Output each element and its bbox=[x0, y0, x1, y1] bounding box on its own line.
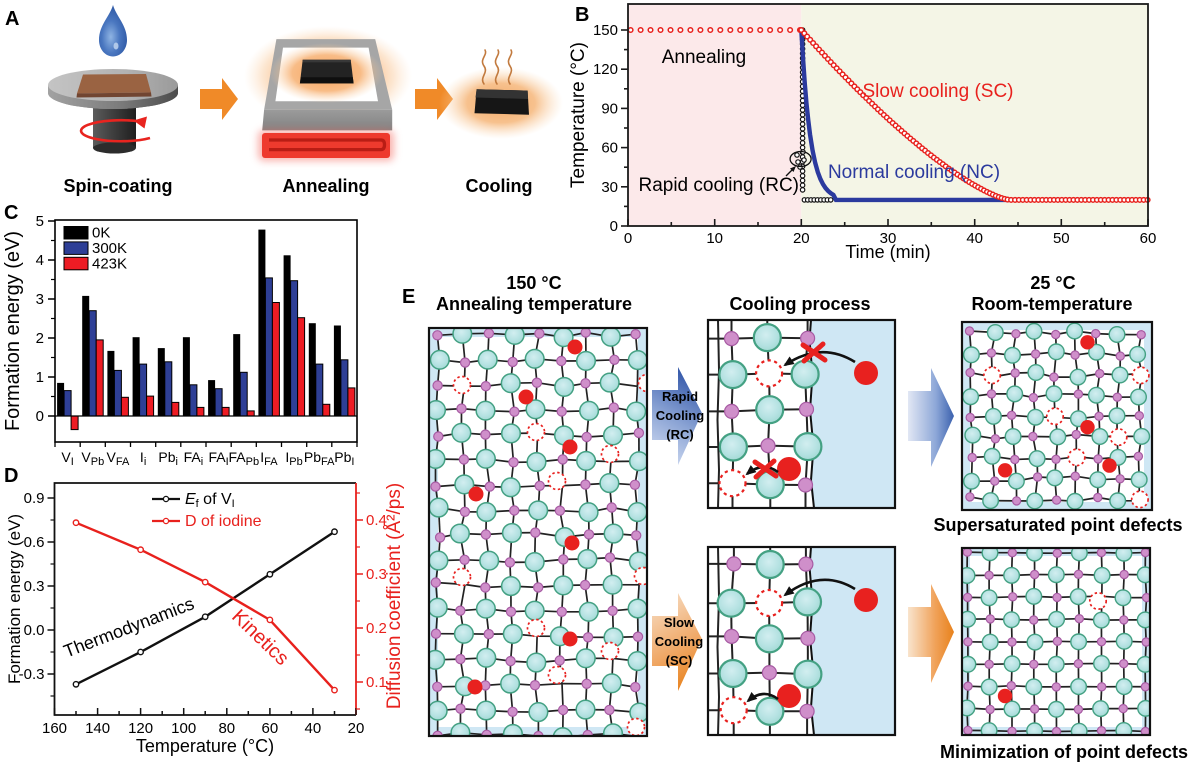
svg-text:3: 3 bbox=[36, 291, 44, 308]
svg-text:Annealing: Annealing bbox=[282, 176, 369, 196]
svg-text:Cooling: Cooling bbox=[655, 634, 703, 649]
svg-text:Temperature (°C): Temperature (°C) bbox=[136, 736, 274, 756]
svg-text:160: 160 bbox=[42, 720, 67, 737]
svg-text:100: 100 bbox=[171, 720, 196, 737]
svg-text:Cooling: Cooling bbox=[466, 176, 533, 196]
svg-text:Formation energy (eV): Formation energy (eV) bbox=[2, 231, 24, 431]
svg-text:Annealing temperature: Annealing temperature bbox=[436, 294, 632, 314]
svg-text:25 °C: 25 °C bbox=[1030, 273, 1075, 293]
svg-text:Rapid cooling (RC): Rapid cooling (RC) bbox=[638, 175, 799, 196]
svg-text:D of iodine: D of iodine bbox=[185, 513, 262, 530]
svg-text:0: 0 bbox=[624, 230, 632, 247]
svg-text:2: 2 bbox=[36, 330, 44, 347]
svg-text:10: 10 bbox=[706, 230, 723, 247]
svg-text:60: 60 bbox=[1140, 230, 1157, 247]
svg-text:Supersaturated point defects: Supersaturated point defects bbox=[933, 515, 1182, 535]
svg-text:60: 60 bbox=[601, 140, 618, 157]
svg-text:Slow cooling (SC): Slow cooling (SC) bbox=[863, 81, 1014, 102]
svg-text:50: 50 bbox=[1053, 230, 1070, 247]
svg-text:90: 90 bbox=[601, 100, 618, 117]
svg-text:0: 0 bbox=[610, 218, 618, 235]
svg-text:80: 80 bbox=[218, 720, 235, 737]
svg-text:C: C bbox=[4, 202, 18, 224]
svg-text:Annealing: Annealing bbox=[662, 47, 747, 68]
svg-text:0.6: 0.6 bbox=[24, 534, 45, 551]
svg-text:120: 120 bbox=[593, 61, 618, 78]
svg-text:150: 150 bbox=[593, 22, 618, 39]
svg-text:Slow: Slow bbox=[664, 615, 695, 630]
svg-text:Spin-coating: Spin-coating bbox=[64, 176, 173, 196]
svg-text:Formation energy (eV): Formation energy (eV) bbox=[5, 514, 24, 684]
svg-text:140: 140 bbox=[85, 720, 110, 737]
svg-text:0.0: 0.0 bbox=[24, 622, 45, 639]
svg-text:Cooling process: Cooling process bbox=[729, 294, 870, 314]
svg-text:60: 60 bbox=[262, 720, 279, 737]
svg-text:4: 4 bbox=[36, 252, 44, 269]
svg-text:Normal cooling (NC): Normal cooling (NC) bbox=[828, 162, 1000, 183]
svg-text:0.3: 0.3 bbox=[24, 578, 45, 595]
svg-text:20: 20 bbox=[348, 720, 365, 737]
svg-text:Room-temperature: Room-temperature bbox=[971, 294, 1132, 314]
svg-text:Time (min): Time (min) bbox=[845, 242, 930, 262]
svg-text:120: 120 bbox=[128, 720, 153, 737]
svg-text:0.9: 0.9 bbox=[24, 490, 45, 507]
svg-text:A: A bbox=[5, 8, 19, 30]
svg-text:Temperature (°C): Temperature (°C) bbox=[568, 42, 589, 188]
svg-text:20: 20 bbox=[793, 230, 810, 247]
svg-text:B: B bbox=[575, 4, 589, 26]
svg-text:40: 40 bbox=[305, 720, 322, 737]
svg-text:30: 30 bbox=[601, 179, 618, 196]
svg-text:Minimization of point defects: Minimization of point defects bbox=[940, 742, 1188, 762]
svg-text:423K: 423K bbox=[92, 255, 127, 272]
svg-text:Rapid: Rapid bbox=[662, 389, 698, 404]
svg-text:150 °C: 150 °C bbox=[506, 273, 561, 293]
svg-text:(SC): (SC) bbox=[666, 653, 693, 668]
svg-text:40: 40 bbox=[966, 230, 983, 247]
svg-text:E: E bbox=[402, 286, 415, 308]
svg-text:D: D bbox=[4, 465, 18, 487]
svg-text:Ef of VI: Ef of VI bbox=[185, 491, 235, 510]
svg-text:0: 0 bbox=[36, 408, 44, 425]
svg-text:(RC): (RC) bbox=[666, 427, 693, 442]
svg-text:Cooling: Cooling bbox=[656, 408, 704, 423]
svg-text:1: 1 bbox=[36, 369, 44, 386]
svg-text:5: 5 bbox=[36, 213, 44, 230]
